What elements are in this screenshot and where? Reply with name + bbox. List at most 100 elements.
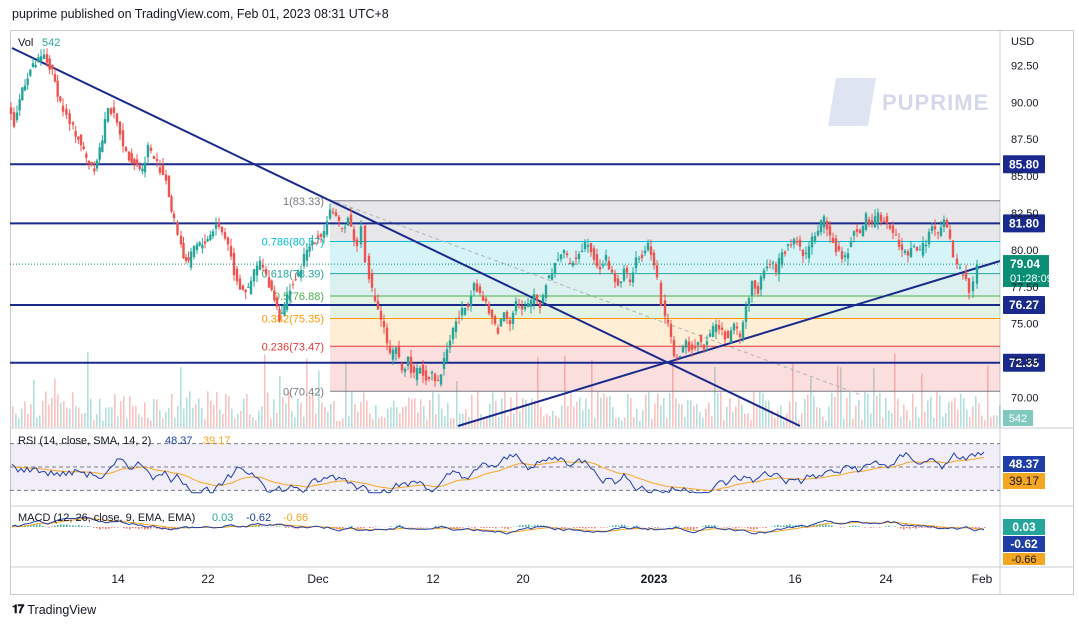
macd-histogram-bar (780, 525, 782, 527)
volume-bar (411, 399, 413, 427)
macd-histogram-bar (600, 527, 602, 528)
candle-body (472, 283, 476, 291)
volume-bar (888, 410, 890, 427)
candle-body (466, 304, 470, 308)
macd-histogram-bar (483, 527, 485, 529)
volume-bar (951, 401, 953, 427)
candle-body (493, 315, 497, 324)
volume-bar (540, 406, 542, 427)
macd-histogram-bar (390, 526, 392, 527)
last-price-tag (1003, 255, 1049, 288)
volume-bar (912, 393, 914, 427)
candle-body (217, 223, 221, 227)
candle-body (562, 250, 566, 254)
candle-body (346, 217, 350, 226)
macd-histogram-bar (99, 527, 101, 530)
volume-bar (843, 418, 845, 427)
volume-bar (510, 397, 512, 427)
volume-bar (549, 415, 551, 427)
volume-bar (933, 417, 935, 427)
candle-body (206, 239, 209, 242)
candle-body (164, 174, 168, 181)
volume-bar (957, 409, 959, 427)
volume-bar (84, 412, 86, 427)
candle-body (112, 107, 116, 114)
volume-bar (507, 415, 509, 427)
macd-histogram-bar (735, 527, 737, 529)
candle-body (834, 238, 838, 253)
macd-histogram-bar (75, 525, 77, 527)
volume-bar (636, 409, 638, 427)
macd-histogram-bar (132, 527, 134, 529)
macd-histogram-bar (396, 525, 398, 527)
macd-histogram-bar (747, 527, 749, 529)
macd-histogram-bar (822, 524, 824, 527)
rsi-sma-tag (1003, 473, 1045, 489)
candle-body (840, 251, 844, 259)
macd-histogram-bar (342, 527, 344, 529)
volume-bar (162, 418, 164, 427)
volume-bar (498, 417, 500, 427)
macd-histogram-bar (156, 527, 158, 529)
fib-level-label: 0(70.42) (283, 386, 324, 398)
macd-histogram-bar (690, 527, 692, 530)
volume-bar (237, 413, 239, 427)
candle-body (223, 232, 227, 239)
volume-bar (345, 360, 347, 427)
volume-bar (477, 391, 479, 427)
volume-bar (759, 391, 761, 427)
candle-body (756, 286, 760, 294)
volume-bar (798, 420, 800, 427)
volume-bar (573, 406, 575, 427)
candle-body (571, 262, 575, 266)
volume-bar (24, 401, 26, 427)
candle-body (912, 246, 916, 248)
candle-body (801, 249, 805, 257)
candle-body (601, 264, 605, 266)
volume-bar (249, 414, 251, 427)
macd-histogram-bar (972, 527, 974, 529)
volume-bar (705, 408, 707, 427)
last-price-value: 79.04 (1010, 257, 1040, 271)
price-tick-label: 87.50 (1011, 134, 1039, 146)
macd-histogram-bar (657, 527, 659, 528)
volume-bar (129, 396, 131, 427)
volume-bar (936, 391, 938, 427)
macd-histogram-bar (420, 527, 422, 528)
macd-histogram-bar (915, 527, 917, 529)
volume-bar (15, 413, 17, 427)
volume-bar (741, 404, 743, 427)
volume-bar (600, 397, 602, 427)
candle-body (124, 147, 128, 152)
volume-bar (669, 393, 671, 427)
level-tag (1003, 155, 1045, 174)
volume-bar (534, 400, 536, 427)
volume-bar (747, 413, 749, 427)
volume-bar (339, 420, 341, 427)
volume-bar (33, 379, 35, 427)
volume-bar (276, 412, 278, 427)
macd-histogram-bar (69, 525, 71, 527)
candle-body (409, 356, 413, 374)
macd-histogram-bar (351, 525, 353, 527)
macd-histogram-bar (726, 527, 728, 528)
candle-body (454, 321, 458, 332)
volume-bar (840, 367, 842, 427)
volume-bar (648, 391, 650, 427)
macd-histogram-bar (573, 527, 575, 528)
fib-level-label: 0.786(80.57) (262, 236, 324, 248)
macd-histogram-bar (165, 527, 167, 529)
candle-body (280, 312, 284, 314)
volume-bar (693, 405, 695, 427)
candle-body (762, 270, 766, 279)
macd-histogram-bar (360, 527, 362, 529)
macd-histogram-bar (705, 525, 707, 527)
volume-bar (768, 400, 770, 427)
candle-body (708, 333, 712, 337)
volume-bar (390, 407, 392, 427)
candle-body (203, 241, 207, 244)
volume-bar (681, 403, 683, 427)
volume-bar (552, 410, 554, 427)
volume-bar (975, 396, 977, 427)
